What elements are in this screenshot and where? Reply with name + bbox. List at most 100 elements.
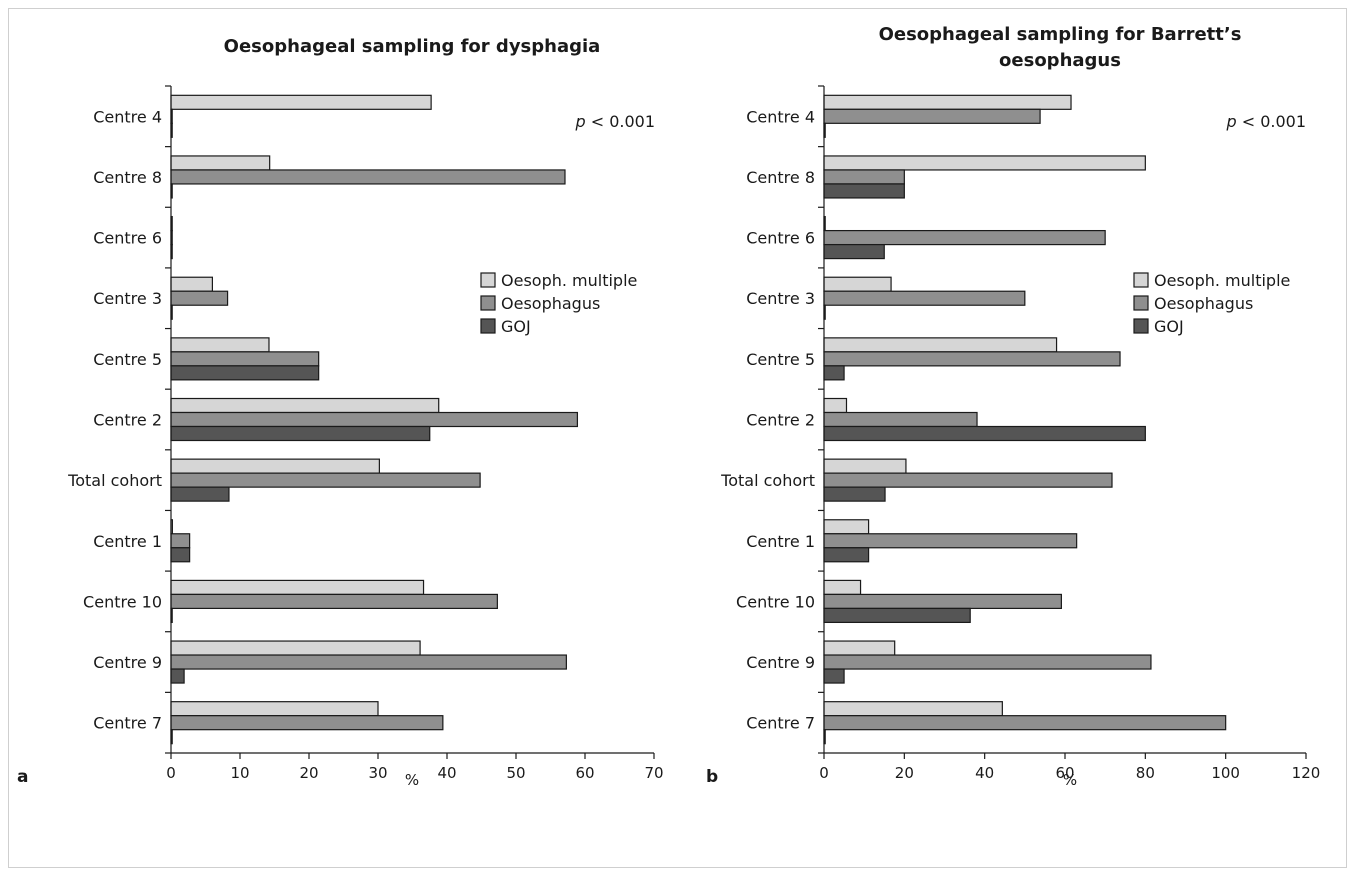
panel-b-x-tick-label: 80 — [1136, 764, 1155, 782]
panel-a-bar — [170, 155, 271, 171]
panel-b-bar — [823, 183, 905, 199]
panel-b-bar — [823, 533, 1078, 549]
panel-b-p-rest: < 0.001 — [1237, 112, 1306, 131]
panel-a-bar — [170, 533, 191, 549]
panel-b-category-label: Centre 8 — [746, 168, 815, 187]
panel-b-p-label: p — [1225, 112, 1236, 131]
panel-a-category-label: Centre 10 — [83, 592, 162, 611]
panel-b-bar — [823, 486, 886, 502]
panel-a-legend-swatch — [480, 272, 496, 288]
panel-b-bar — [823, 337, 1058, 353]
panel-b-bar — [823, 701, 1003, 717]
panel-b-bar — [823, 458, 907, 474]
panel-a-legend-label: Oesophagus — [501, 294, 600, 313]
panel-b-bar — [823, 715, 1227, 731]
panel-b-bar — [823, 155, 1146, 171]
panel-a-title: Oesophageal sampling for dysphagia — [224, 36, 601, 57]
panel-b-legend-label: GOJ — [1154, 317, 1184, 336]
panel-a-bar — [170, 425, 431, 442]
panel-a-legend-label: GOJ — [501, 317, 531, 336]
panel-a-category-label: Centre 1 — [93, 532, 162, 551]
panel-a-bar — [170, 486, 230, 502]
panel-a-category-label: Centre 2 — [93, 411, 162, 430]
panel-a-bar — [170, 337, 270, 353]
panel-a-x-tick-label: 70 — [644, 764, 663, 782]
panel-b-category-label: Centre 5 — [746, 350, 815, 369]
panel-b-bar — [823, 169, 905, 185]
panel-a-bar — [170, 579, 425, 596]
panel-b-bar — [823, 108, 1041, 124]
panel-a-bar — [170, 701, 379, 717]
panel-a-p-label: p — [574, 112, 585, 131]
panel-b-title-line-1: Oesophageal sampling for Barrett’s — [879, 24, 1242, 45]
panel-b-xlabel: % — [1063, 771, 1077, 789]
panel-b-category-label: Centre 7 — [746, 714, 815, 733]
panel-a-bar — [170, 169, 566, 185]
panel-a-bar — [170, 640, 421, 656]
panel-a-xlabel: % — [405, 771, 419, 789]
panel-a-bar — [170, 351, 320, 367]
panel-a-x-tick-label: 50 — [506, 764, 525, 782]
panel-b-bar — [823, 593, 1062, 610]
panel-b-x-tick-label: 100 — [1211, 764, 1240, 782]
panel-a-bar — [170, 290, 229, 306]
panel-a-p-value: p < 0.001 — [574, 112, 655, 131]
panel-b-category-label: Total cohort — [720, 471, 815, 490]
panel-a-x-tick-label: 0 — [166, 764, 176, 782]
panel-b-legend-label: Oesophagus — [1154, 294, 1253, 313]
panel-a-x-tick-label: 40 — [437, 764, 456, 782]
panel-b-legend-swatch — [1133, 272, 1149, 288]
panel-b-legend-swatch — [1133, 295, 1149, 311]
panel-b-legend-swatch — [1133, 318, 1149, 334]
panel-b-bar — [823, 243, 885, 260]
panel-a-category-label: Total cohort — [67, 471, 162, 490]
panel-a-p-rest: < 0.001 — [586, 112, 655, 131]
panel-a-bar — [170, 593, 498, 610]
panel-a-bar — [170, 276, 214, 292]
panel-b-category-label: Centre 6 — [746, 229, 815, 248]
panel-b-x-tick-label: 60 — [1055, 764, 1074, 782]
panel-b-bar — [823, 425, 1146, 442]
panel-b-bar — [823, 607, 971, 624]
panel-a-category-label: Centre 6 — [93, 229, 162, 248]
panel-b-x-tick-label: 0 — [819, 764, 829, 782]
panel-b-bar — [823, 411, 978, 428]
panel-a-category-label: Centre 4 — [93, 107, 162, 126]
panel-b-bar — [823, 290, 1026, 306]
panel-a-legend-swatch — [480, 295, 496, 311]
panel-a-bar — [170, 397, 440, 414]
panel-a-bar — [170, 654, 567, 670]
panel-a-category-label: Centre 8 — [93, 168, 162, 187]
panel-b-category-label: Centre 4 — [746, 107, 815, 126]
panel-b-bar — [823, 579, 862, 596]
panel-a-category-label: Centre 3 — [93, 289, 162, 308]
panel-a-bar — [170, 365, 320, 381]
panel-b-chart: Oesophageal sampling for Barrett’s oesop… — [706, 24, 1320, 789]
panel-a-chart: Oesophageal sampling for dysphagia p < 0… — [17, 36, 664, 789]
panel-b-x-tick-label: 40 — [975, 764, 994, 782]
panel-b-bar — [823, 94, 1072, 110]
panel-b-bar — [823, 397, 848, 414]
panel-b-category-label: Centre 1 — [746, 532, 815, 551]
panel-b-bar — [823, 276, 892, 292]
panel-a-x-tick-label: 30 — [368, 764, 387, 782]
panel-a-label: a — [17, 767, 28, 787]
panel-a-bar — [170, 458, 380, 474]
panel-b-bar — [823, 547, 870, 563]
panel-a-category-label: Centre 7 — [93, 714, 162, 733]
panel-b-bar — [823, 654, 1152, 670]
panel-b-category-label: Centre 10 — [736, 592, 815, 611]
panel-b-bar — [823, 229, 1106, 246]
panel-b-x-tick-label: 120 — [1292, 764, 1321, 782]
panel-b-bar — [823, 640, 896, 656]
panel-a-legend-swatch — [480, 318, 496, 334]
panel-a-x-tick-label: 60 — [575, 764, 594, 782]
panel-a-bar — [170, 547, 191, 563]
panel-b-title-line-2: oesophagus — [999, 50, 1121, 71]
panel-a-bar — [170, 94, 432, 110]
panel-a-category-label: Centre 9 — [93, 653, 162, 672]
panel-a-bar — [170, 411, 579, 428]
panel-b-bar — [823, 519, 870, 535]
panel-b-bar — [823, 668, 845, 684]
